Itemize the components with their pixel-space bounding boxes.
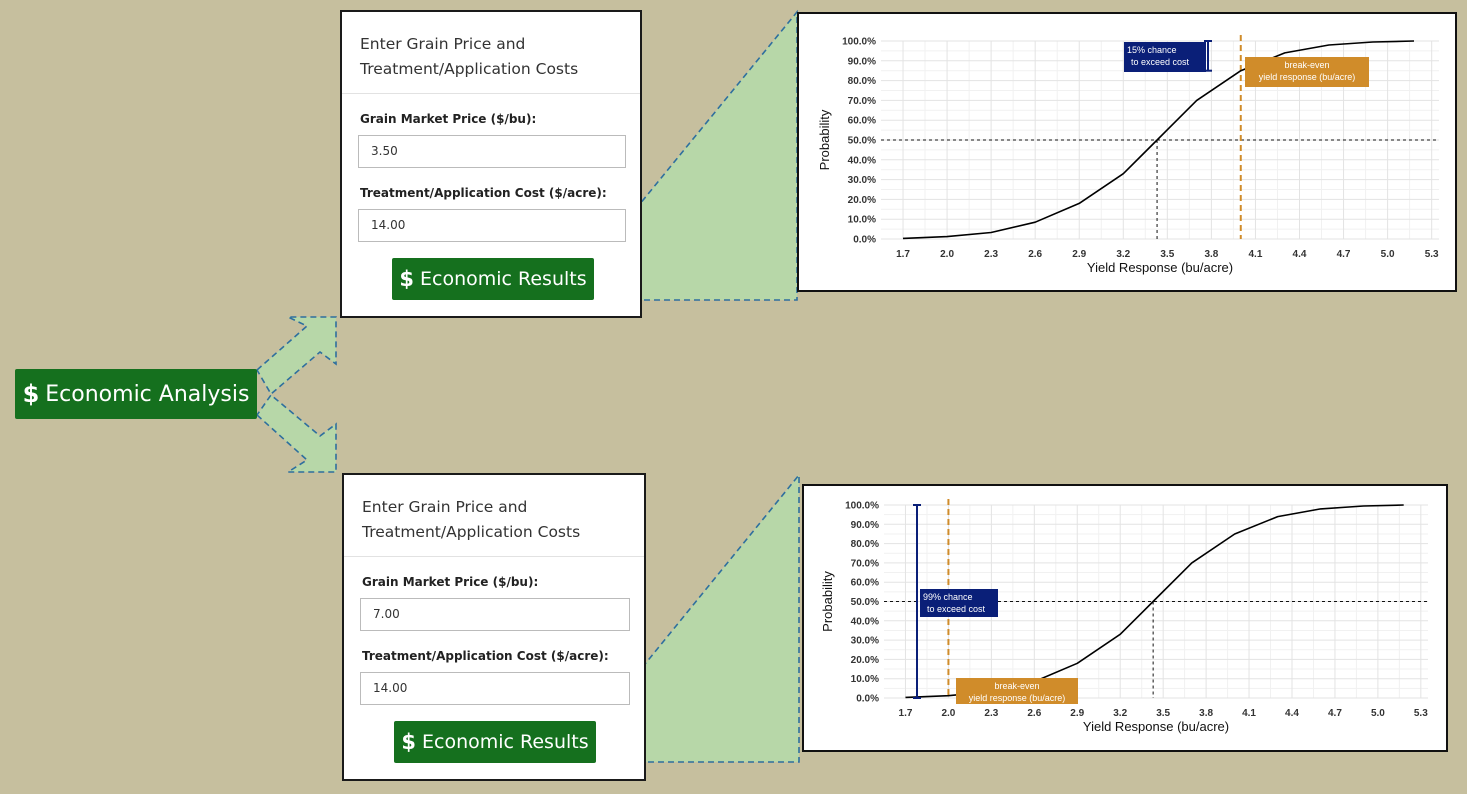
economic-results-label: Economic Results	[420, 268, 587, 290]
x-tick-label: 5.3	[1425, 249, 1439, 260]
x-axis-label: Yield Response (bu/acre)	[1087, 260, 1233, 275]
x-tick-label: 3.5	[1160, 249, 1174, 260]
y-tick-label: 20.0%	[851, 655, 879, 666]
y-tick-label: 20.0%	[848, 195, 876, 206]
y-tick-label: 30.0%	[848, 175, 876, 186]
economic-input-panel-bottom: Enter Grain Price and Treatment/Applicat…	[342, 473, 646, 781]
y-tick-label: 60.0%	[851, 578, 879, 589]
panel-title: Enter Grain Price and Treatment/Applicat…	[344, 475, 644, 557]
panel-title-line1: Enter Grain Price and	[360, 35, 526, 53]
y-tick-label: 100.0%	[845, 501, 879, 512]
cdf-curve	[902, 40, 1415, 240]
y-tick-label: 70.0%	[848, 96, 876, 107]
chance-label-line1: 99% chance	[923, 592, 973, 602]
x-tick-label: 2.3	[984, 708, 998, 719]
breakeven-label-box	[956, 678, 1078, 704]
panel-title-line2: Treatment/Application Costs	[362, 523, 581, 541]
grain-price-input[interactable]: 3.50	[358, 135, 626, 168]
y-tick-label: 100.0%	[842, 37, 876, 48]
x-tick-label: 2.0	[940, 249, 954, 260]
x-tick-label: 2.6	[1027, 708, 1041, 719]
economic-analysis-button[interactable]: $ Economic Analysis	[15, 369, 257, 419]
x-tick-label: 4.4	[1285, 708, 1299, 719]
x-tick-label: 4.1	[1242, 708, 1256, 719]
callout-top	[593, 9, 798, 301]
x-tick-label: 3.2	[1113, 708, 1127, 719]
x-tick-label: 2.9	[1072, 249, 1086, 260]
x-tick-label: 5.0	[1371, 708, 1385, 719]
y-tick-label: 10.0%	[848, 215, 876, 226]
y-tick-label: 50.0%	[848, 136, 876, 147]
y-tick-label: 40.0%	[848, 155, 876, 166]
x-tick-label: 5.0	[1381, 249, 1395, 260]
treatment-cost-input[interactable]: 14.00	[360, 672, 630, 705]
y-tick-label: 90.0%	[851, 520, 879, 531]
x-tick-label: 2.0	[941, 708, 955, 719]
economic-analysis-label: Economic Analysis	[45, 381, 250, 407]
economic-results-label: Economic Results	[422, 731, 589, 753]
y-tick-label: 60.0%	[848, 116, 876, 127]
panel-title-line2: Treatment/Application Costs	[360, 60, 579, 78]
arrow-to-bottom-panel	[255, 393, 337, 473]
x-tick-label: 2.3	[984, 249, 998, 260]
y-axis-label: Probability	[820, 571, 835, 632]
y-tick-label: 0.0%	[856, 694, 879, 705]
economic-results-button[interactable]: $ Economic Results	[394, 721, 596, 763]
chance-label-line2: to exceed cost	[927, 604, 986, 614]
breakeven-label-box	[1245, 57, 1369, 87]
arrow-to-top-panel	[255, 316, 337, 396]
y-tick-label: 80.0%	[851, 539, 879, 550]
breakeven-label-line2: yield response (bu/acre)	[1259, 72, 1356, 82]
y-tick-label: 70.0%	[851, 558, 879, 569]
x-tick-label: 4.1	[1248, 249, 1262, 260]
economic-input-panel-top: Enter Grain Price and Treatment/Applicat…	[340, 10, 642, 318]
grain-price-input[interactable]: 7.00	[360, 598, 630, 631]
x-tick-label: 4.7	[1328, 708, 1342, 719]
probability-chart-svg: 0.0% 10.0% 20.0% 30.0% 40.0% 50.0% 60.0% 70.0% 8…	[817, 35, 1439, 275]
probability-chart-top: 0.0% 10.0% 20.0% 30.0% 40.0% 50.0% 60.0% 70.0% 8…	[797, 12, 1457, 292]
y-tick-label: 50.0%	[851, 597, 879, 608]
treatment-cost-input[interactable]: 14.00	[358, 209, 626, 242]
y-tick-label: 80.0%	[848, 76, 876, 87]
breakeven-label-line2: yield response (bu/acre)	[969, 693, 1066, 703]
x-tick-label: 3.5	[1156, 708, 1170, 719]
y-tick-label: 30.0%	[851, 636, 879, 647]
grain-price-label: Grain Market Price ($/bu):	[362, 575, 539, 589]
probability-chart-svg: 0.0% 10.0% 20.0% 30.0% 40.0% 50.0% 60.0% 70.0% 8…	[820, 499, 1428, 734]
y-tick-label: 90.0%	[848, 56, 876, 67]
x-tick-label: 5.3	[1414, 708, 1428, 719]
x-tick-label: 4.4	[1293, 249, 1307, 260]
y-axis-label: Probability	[817, 109, 832, 170]
chance-label-box	[920, 589, 998, 617]
x-tick-label: 2.9	[1070, 708, 1084, 719]
x-tick-label: 3.2	[1116, 249, 1130, 260]
breakeven-label-line1: break-even	[994, 681, 1039, 691]
grain-price-label: Grain Market Price ($/bu):	[360, 112, 537, 126]
y-tick-label: 40.0%	[851, 616, 879, 627]
probability-chart-bottom: 0.0% 10.0% 20.0% 30.0% 40.0% 50.0% 60.0% 70.0% 8…	[802, 484, 1448, 752]
treatment-cost-label: Treatment/Application Cost ($/acre):	[360, 186, 607, 200]
y-tick-label: 10.0%	[851, 674, 879, 685]
panel-title-line1: Enter Grain Price and	[362, 498, 528, 516]
treatment-cost-label: Treatment/Application Cost ($/acre):	[362, 649, 609, 663]
dollar-icon: $	[399, 267, 414, 291]
x-tick-label: 2.6	[1028, 249, 1042, 260]
y-tick-label: 0.0%	[853, 235, 876, 246]
x-tick-label: 1.7	[899, 708, 913, 719]
breakeven-label-line1: break-even	[1284, 60, 1329, 70]
dollar-icon: $	[401, 730, 416, 754]
x-tick-label: 3.8	[1204, 249, 1218, 260]
chance-label-line1: 15% chance	[1127, 45, 1177, 55]
x-axis-label: Yield Response (bu/acre)	[1083, 719, 1229, 734]
panel-title: Enter Grain Price and Treatment/Applicat…	[342, 12, 640, 94]
chance-label-box	[1124, 42, 1206, 72]
x-tick-label: 1.7	[896, 249, 910, 260]
x-tick-label: 4.7	[1337, 249, 1351, 260]
economic-results-button[interactable]: $ Economic Results	[392, 258, 594, 300]
x-tick-label: 3.8	[1199, 708, 1213, 719]
dollar-icon: $	[22, 380, 40, 408]
chance-label-line2: to exceed cost	[1131, 57, 1190, 67]
